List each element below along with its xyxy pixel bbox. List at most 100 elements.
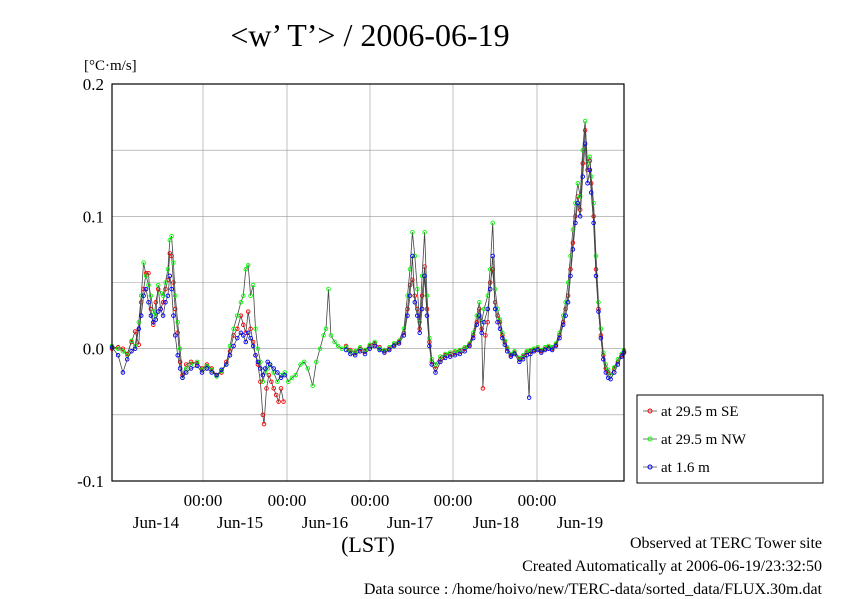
data-point: [467, 343, 472, 349]
data-point: [452, 353, 458, 358]
data-point: [495, 319, 500, 325]
data-point: [258, 366, 263, 371]
data-point: [258, 359, 263, 365]
data-point: [415, 313, 420, 318]
data-point: [136, 326, 142, 332]
data-point: [470, 335, 476, 341]
data-point: [573, 220, 578, 226]
data-point: [474, 322, 480, 328]
data-point: [596, 300, 601, 305]
data-point: [438, 359, 443, 365]
data-point: [282, 370, 287, 375]
data-point: [171, 280, 176, 285]
data-point: [136, 319, 142, 325]
data-point: [419, 293, 425, 298]
data-point: [492, 306, 498, 312]
data-point: [120, 370, 126, 375]
data-point: [480, 386, 486, 391]
data-point: [415, 286, 420, 292]
data-point: [253, 326, 258, 332]
data-point: [248, 335, 253, 341]
data-point: [235, 313, 240, 318]
data-point: [573, 214, 578, 219]
data-point: [535, 345, 540, 350]
series-line: [345, 143, 625, 398]
data-point: [563, 313, 568, 318]
x-tick-time: 00:00: [268, 491, 307, 510]
data-point: [570, 240, 576, 246]
data-point: [563, 300, 568, 305]
data-point: [605, 367, 611, 373]
data-point: [273, 392, 279, 398]
data-point: [612, 364, 617, 370]
data-point: [419, 273, 425, 279]
data-point: [524, 353, 529, 358]
data-point: [492, 286, 498, 292]
y-axis: -0.1 0.0 0.1 0.2: [77, 75, 104, 491]
data-point: [258, 379, 263, 384]
series-2: [109, 141, 627, 400]
data-point: [188, 366, 194, 371]
data-point: [407, 293, 413, 298]
data-point: [241, 333, 246, 338]
data-point: [401, 326, 407, 332]
data-point: [387, 347, 392, 353]
data-point: [485, 306, 491, 312]
data-point: [332, 339, 337, 345]
data-point: [474, 313, 480, 318]
data-point: [603, 370, 609, 375]
data-point: [433, 370, 438, 375]
data-point: [278, 375, 284, 381]
data-point: [348, 349, 353, 354]
data-point: [231, 343, 236, 349]
y-axis-unit: [°C·m/s]: [84, 58, 137, 74]
data-point: [412, 253, 418, 259]
data-point: [255, 359, 261, 365]
legend-marker: [647, 464, 653, 470]
footer-observed: Observed at TERC Tower site: [629, 535, 822, 552]
data-point: [438, 354, 443, 359]
data-point: [531, 349, 537, 354]
data-point: [275, 379, 280, 384]
data-point: [148, 293, 154, 298]
data-point: [132, 346, 138, 351]
data-point: [219, 367, 224, 373]
data-point: [591, 220, 596, 226]
data-point: [598, 335, 604, 341]
data-point: [214, 372, 219, 378]
data-point: [321, 333, 326, 338]
footer-source: Data source : /home/hoivo/new/TERC-data/…: [363, 581, 822, 598]
x-tick-day: Jun-15: [217, 513, 263, 532]
data-point: [151, 322, 156, 328]
data-point: [282, 372, 287, 378]
data-point: [171, 260, 176, 265]
data-point: [323, 326, 329, 332]
data-point: [343, 347, 349, 353]
data-point: [271, 386, 276, 391]
series-0: [109, 128, 627, 427]
data-point: [286, 379, 291, 384]
data-point: [387, 345, 392, 350]
data-point: [587, 154, 593, 160]
data-point: [129, 349, 134, 354]
data-point: [396, 341, 402, 346]
data-point: [568, 273, 573, 279]
data-point: [231, 326, 236, 332]
data-point: [570, 247, 576, 252]
data-point: [169, 233, 174, 239]
data-point: [153, 300, 159, 305]
data-point: [245, 263, 251, 268]
data-point: [410, 229, 415, 235]
data-point: [155, 282, 161, 288]
data-point: [267, 362, 273, 367]
data-point: [429, 357, 435, 362]
data-point: [175, 353, 180, 358]
data-point: [260, 379, 266, 384]
data-point: [367, 346, 373, 351]
data-point: [335, 343, 341, 349]
data-point: [231, 333, 236, 338]
data-point: [136, 342, 142, 347]
data-point: [500, 335, 505, 341]
legend-label: at 29.5 m SE: [661, 404, 739, 420]
data-point: [276, 399, 281, 404]
